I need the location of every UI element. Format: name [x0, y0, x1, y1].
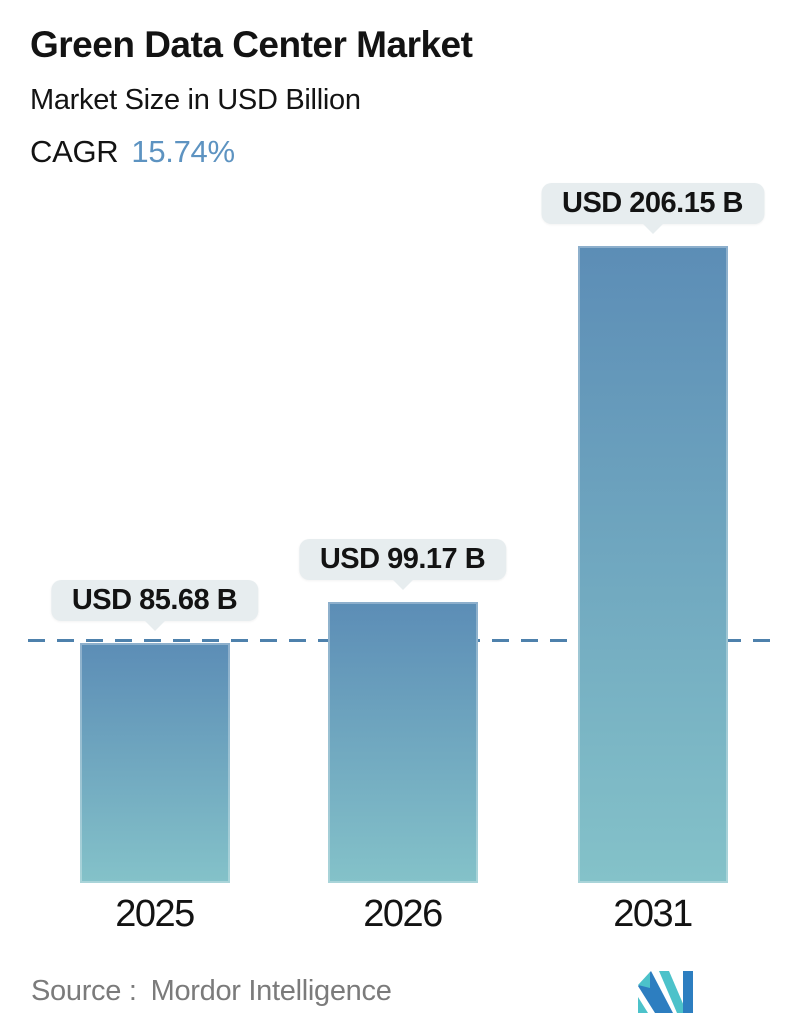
source-text: Source : Mordor Intelligence: [31, 975, 392, 1008]
x-axis-label-2025: 2025: [115, 893, 195, 935]
value-label-pointer-2031: [640, 222, 665, 234]
value-label-pointer-2026: [390, 578, 415, 590]
value-label-pointer-2025: [142, 619, 167, 631]
bar-2026: [327, 602, 478, 883]
x-axis-label-2031: 2031: [613, 893, 693, 935]
cagr-line: CAGR 15.74%: [30, 134, 235, 170]
chart-title: Green Data Center Market: [30, 24, 473, 65]
x-axis-label-2026: 2026: [363, 893, 443, 935]
value-label-pill-2026: USD 99.17 B: [298, 539, 507, 580]
value-label-pill-2031: USD 206.15 B: [541, 183, 764, 224]
bar-group-2031: USD 206.15 B 2031: [541, 183, 764, 935]
mordor-intelligence-logo: [638, 971, 693, 1013]
chart-subtitle: Market Size in USD Billion: [30, 84, 361, 116]
bar-2031: [577, 246, 728, 883]
cagr-value: 15.74%: [131, 134, 235, 169]
cagr-label: CAGR: [30, 134, 119, 169]
source-label: Source :: [31, 975, 137, 1007]
bar-group-2025: USD 85.68 B 2025: [50, 580, 259, 935]
source-value: Mordor Intelligence: [150, 975, 392, 1007]
bar-group-2026: USD 99.17 B 2026: [298, 539, 507, 935]
value-label-pill-2025: USD 85.68 B: [50, 580, 259, 621]
bar-2025: [79, 643, 230, 883]
